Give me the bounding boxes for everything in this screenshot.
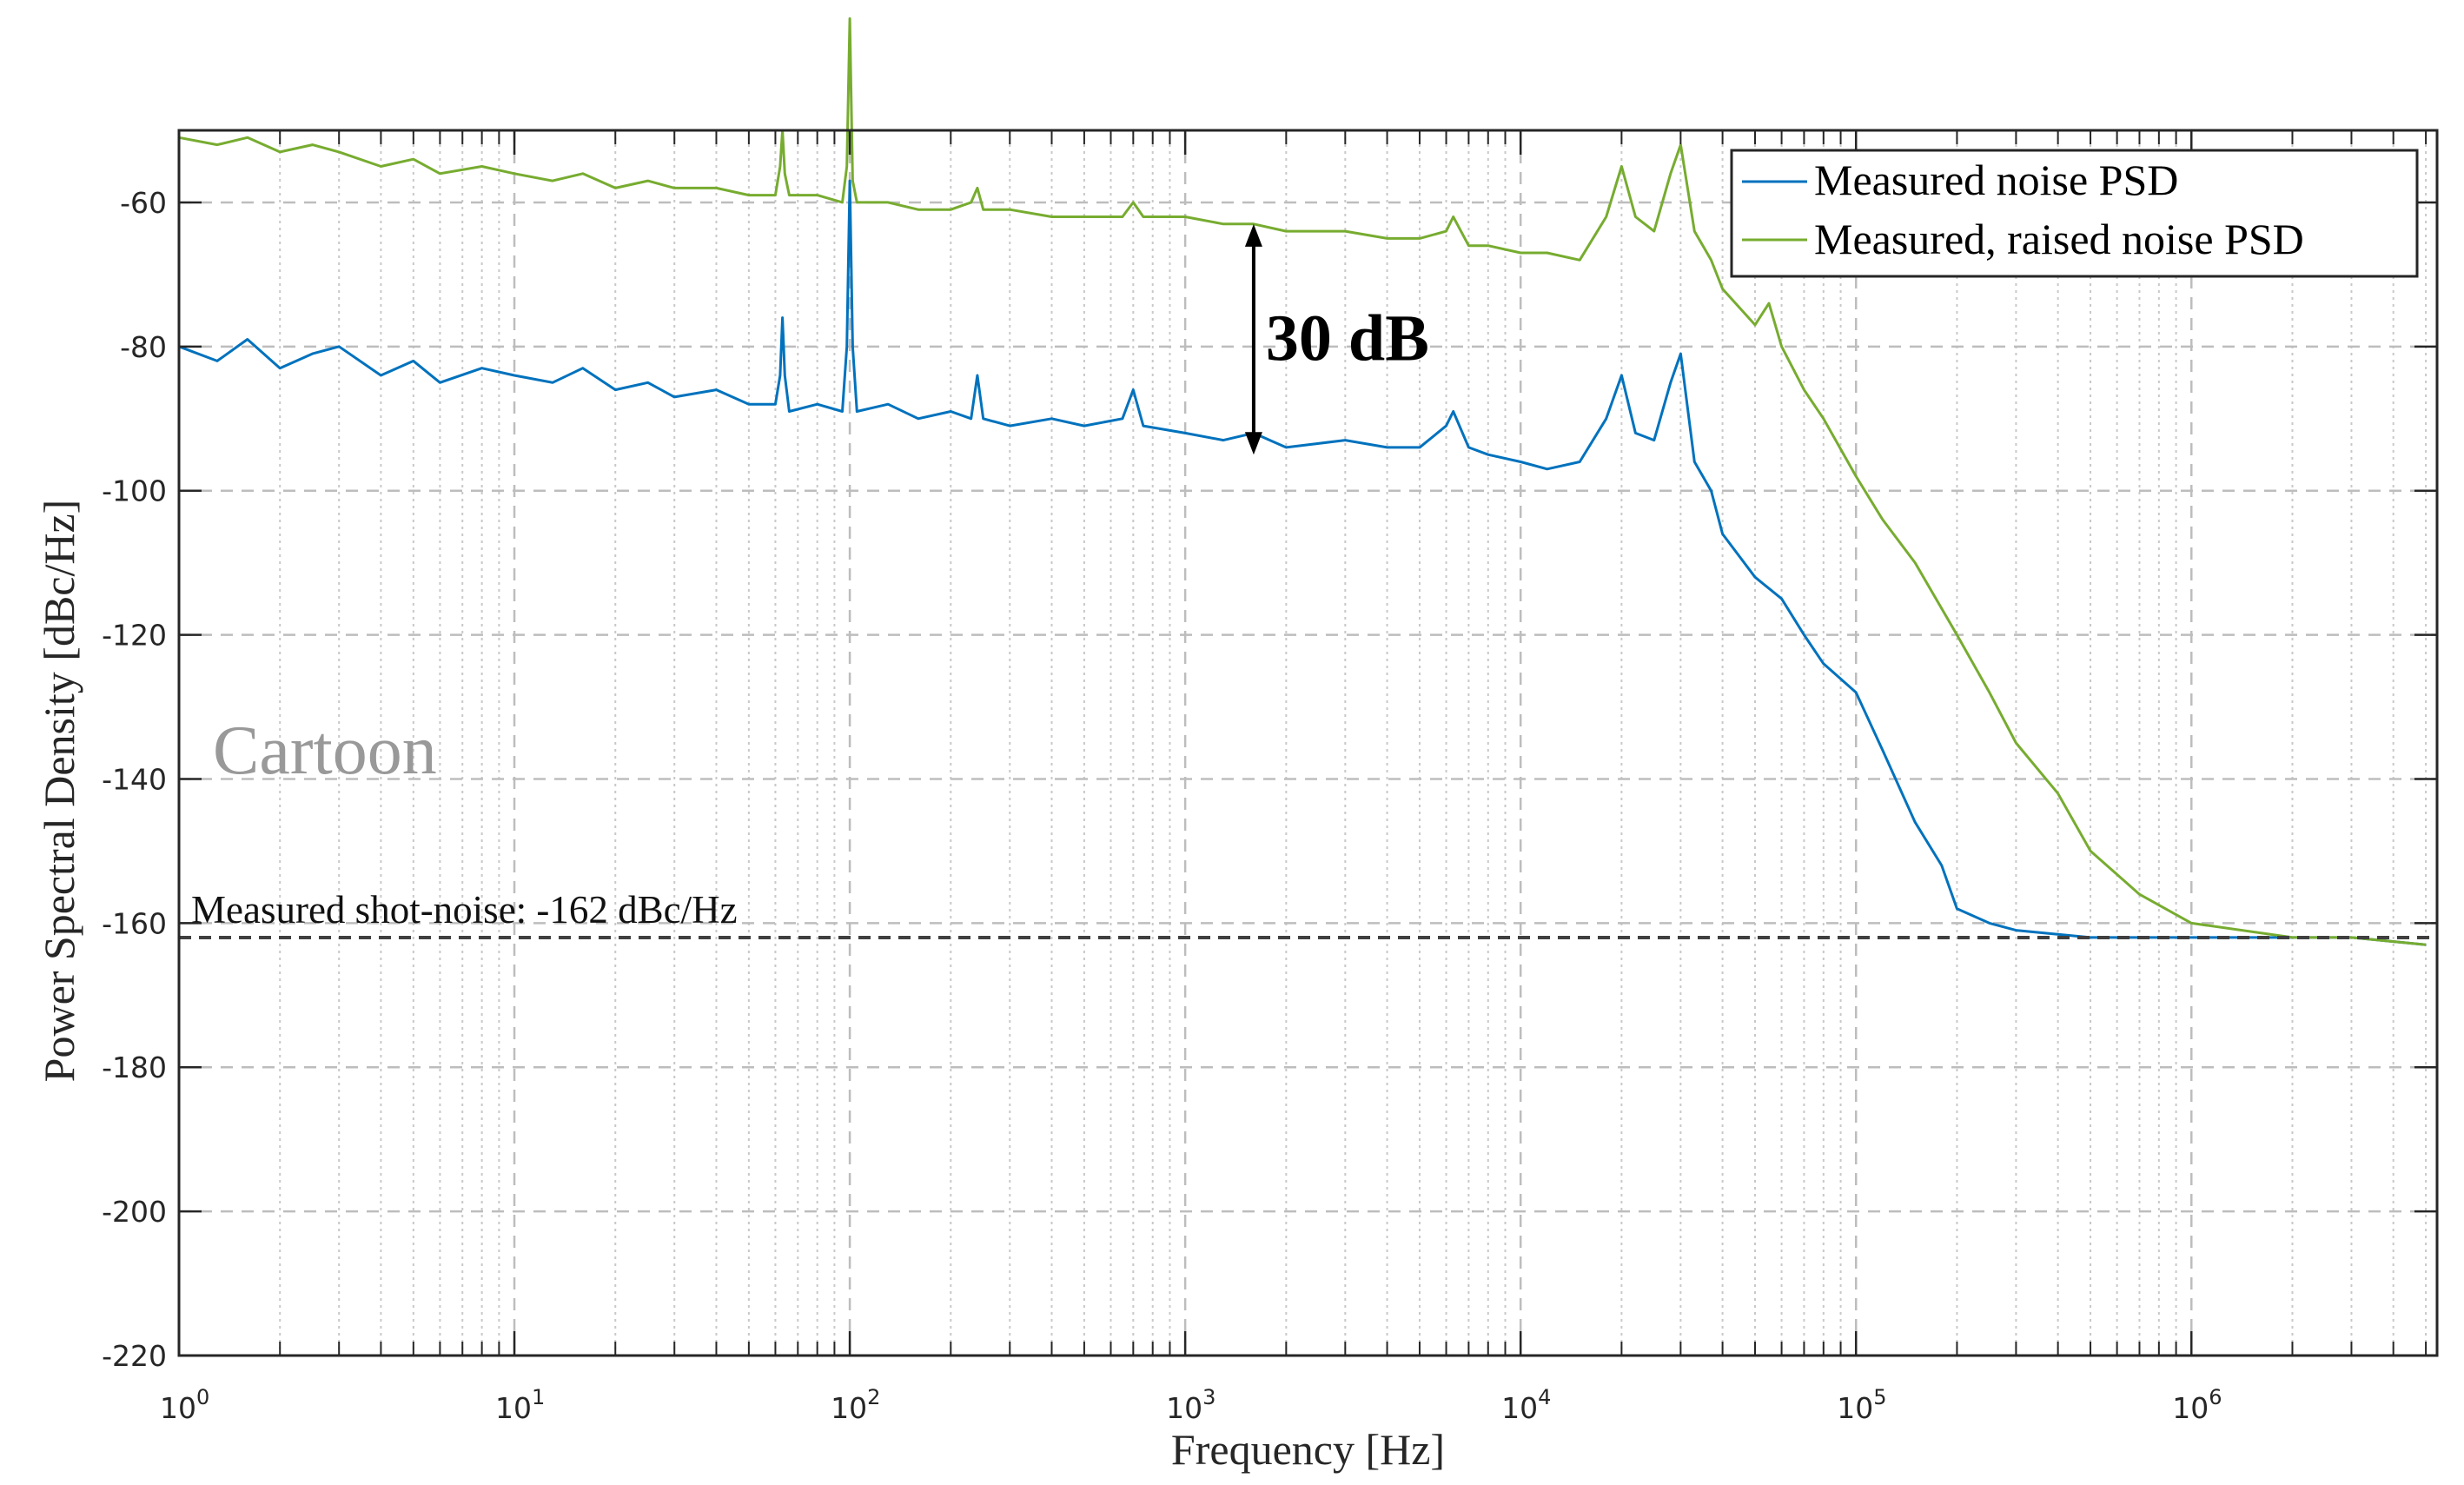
y-tick-label: -60: [120, 186, 167, 220]
x-tick-label: 100: [160, 1385, 209, 1425]
legend-entry-raised: Measured, raised noise PSD: [1814, 215, 2304, 263]
x-axis-label: Frequency [Hz]: [1171, 1425, 1445, 1474]
ticks: 100 101 102 103 104 105 106 -60 -80 -100 -120 -140 -…: [102, 130, 2437, 1425]
x-tick-label: 105: [1837, 1385, 1886, 1425]
arrow-head-up-icon: [1244, 223, 1262, 247]
series-line-measured: [178, 179, 2427, 946]
y-tick-label: -140: [102, 762, 167, 796]
legend: Measured noise PSD Measured, raised nois…: [1730, 149, 2419, 278]
x-tick-label: 103: [1166, 1385, 1215, 1425]
series-group: [178, 17, 2427, 946]
y-tick-label: -100: [102, 474, 167, 508]
y-tick-label: -160: [102, 906, 167, 940]
y-axis-label: Power Spectral Density [dBc/Hz]: [35, 500, 83, 1083]
y-tick-label: -220: [102, 1339, 167, 1373]
x-tick-label: 101: [495, 1385, 545, 1425]
y-tick-label: -200: [102, 1195, 167, 1229]
y-tick-label: -80: [120, 330, 167, 364]
difference-label: 30 dB: [1266, 302, 1429, 375]
arrow-head-down-icon: [1244, 432, 1262, 455]
y-tick-label: -180: [102, 1051, 167, 1084]
legend-box: [1730, 149, 2419, 278]
cartoon-watermark: Cartoon: [213, 713, 437, 789]
plot-frame: [177, 129, 2439, 1357]
shot-noise-label: Measured shot-noise: -162 dBc/Hz: [191, 888, 738, 931]
series-line-raised: [178, 17, 2427, 946]
difference-arrow: [1244, 223, 1262, 455]
y-tick-label: -120: [102, 619, 167, 653]
x-tick-label: 104: [1501, 1385, 1551, 1425]
x-tick-label: 106: [2172, 1385, 2222, 1425]
x-tick-label: 102: [831, 1385, 880, 1425]
legend-entry-measured: Measured noise PSD: [1814, 156, 2178, 204]
